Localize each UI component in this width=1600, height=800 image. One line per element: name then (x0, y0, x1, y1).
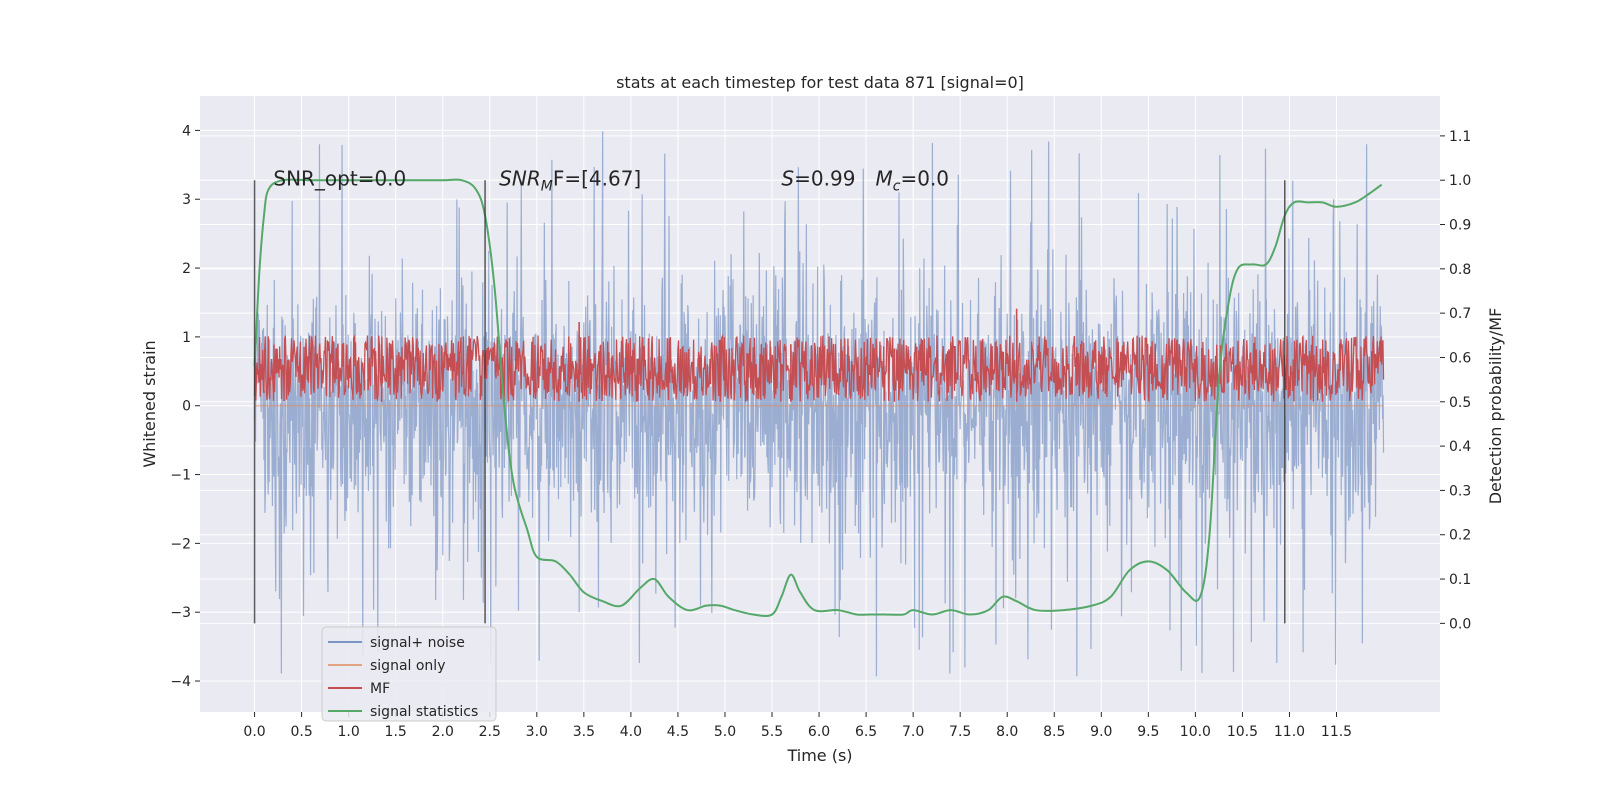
annotation-2: S=0.99 (781, 166, 855, 190)
x-tick-label: 9.0 (1090, 724, 1112, 740)
y-tick-label: 3 (182, 192, 191, 208)
annotation-0: SNR_opt=0.0 (273, 166, 406, 190)
y2-tick-label: 0.2 (1449, 528, 1471, 544)
y2-tick-label: 1.0 (1449, 173, 1471, 189)
series-signal-statistics (253, 178, 1383, 617)
y2-tick-label: 0.1 (1449, 572, 1471, 588)
legend-label: signal+ noise (370, 635, 465, 651)
data-layer (253, 131, 1385, 677)
x-tick-label: 1.5 (385, 724, 407, 740)
x-tick-label: 5.0 (714, 724, 736, 740)
x-tick-label: 8.0 (996, 724, 1018, 740)
y-axis-label: Whitened strain (140, 340, 159, 467)
x-tick-label: 0.5 (290, 724, 312, 740)
x-tick-label: 7.0 (902, 724, 924, 740)
legend-box (321, 626, 497, 722)
x-tick-label: 7.5 (949, 724, 971, 740)
x-tick-label: 6.5 (855, 724, 877, 740)
x-tick-label: 10.0 (1180, 724, 1211, 740)
x-tick-label: 4.5 (667, 724, 689, 740)
y2-axis-label: Detection probability/MF (1486, 308, 1505, 505)
y2-tick-label: 0.9 (1449, 218, 1471, 234)
vertical-lines (253, 180, 1286, 624)
y-tick-label: −4 (170, 674, 191, 690)
y-tick-label: −2 (170, 536, 191, 552)
annotation-1: SNRMF=[4.67] (499, 166, 641, 194)
x-tick-label: 0.0 (243, 724, 265, 740)
x-tick-label: 10.5 (1227, 724, 1258, 740)
x-tick-label: 1.0 (338, 724, 360, 740)
legend: signal+ noise signal only MF signal statist… (321, 626, 497, 722)
legend-label: signal statistics (370, 704, 478, 720)
y-tick-label: 4 (182, 123, 191, 139)
x-tick-label: 6.0 (808, 724, 830, 740)
axes: 0.0 0.5 1.0 1.5 2.0 2.5 3.0 3.5 4.0 4.5 5.0 5.5 6.0 6… (170, 123, 1471, 740)
annotations: SNR_opt=0.0 SNRMF=[4.67] S=0.99 Mc=0.0 (273, 166, 949, 194)
x-tick-label: 11.0 (1274, 724, 1305, 740)
x-tick-label: 2.5 (479, 724, 501, 740)
y2-tick-label: 0.8 (1449, 262, 1471, 278)
y-tick-label: 0 (182, 399, 191, 415)
y-tick-label: −3 (170, 605, 191, 621)
x-axis-label: Time (s) (786, 746, 852, 765)
y-tick-label: 2 (182, 261, 191, 277)
series-mf (253, 333, 1385, 403)
x-tick-label: 11.5 (1321, 724, 1352, 740)
annotation-3: Mc=0.0 (876, 166, 950, 194)
x-tick-label: 9.5 (1137, 724, 1159, 740)
x-tick-label: 3.0 (526, 724, 548, 740)
x-tick-label: 8.5 (1043, 724, 1065, 740)
y2-tick-label: 0.0 (1449, 616, 1471, 632)
y-tick-label: 1 (182, 330, 191, 346)
x-tick-label: 4.0 (620, 724, 642, 740)
y2-tick-label: 0.6 (1449, 350, 1471, 366)
legend-label: MF (370, 681, 390, 697)
y2-tick-label: 0.4 (1449, 439, 1471, 455)
y-tick-label: −1 (170, 468, 191, 484)
y2-tick-label: 0.3 (1449, 483, 1471, 499)
y2-tick-label: 0.7 (1449, 306, 1471, 322)
y2-tick-label: 0.5 (1449, 395, 1471, 411)
y2-tick-label: 1.1 (1449, 129, 1471, 145)
legend-label: signal only (370, 658, 445, 674)
x-tick-label: 5.5 (761, 724, 783, 740)
chart-title: stats at each timestep for test data 871… (616, 73, 1024, 92)
x-tick-label: 2.0 (432, 724, 454, 740)
x-tick-label: 3.5 (573, 724, 595, 740)
